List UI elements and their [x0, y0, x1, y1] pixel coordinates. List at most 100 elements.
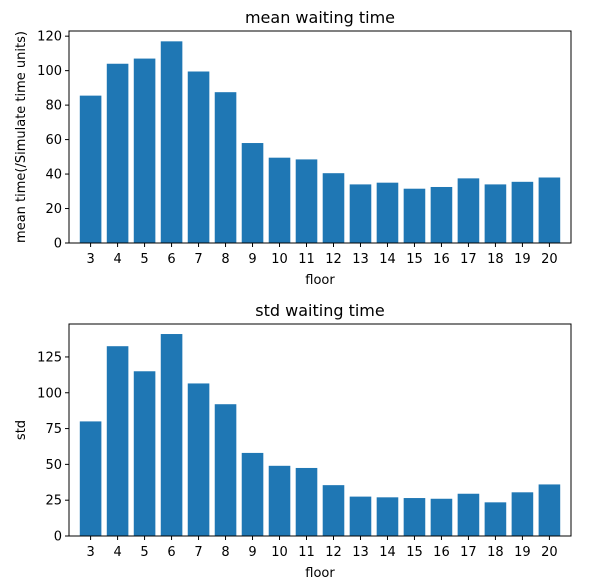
y-tick-label: 100 — [37, 64, 62, 79]
x-tick-label: 17 — [460, 252, 477, 267]
bars — [79, 334, 561, 536]
x-tick-label: 6 — [167, 545, 175, 560]
x-tick-label: 7 — [194, 252, 202, 267]
mean-waiting-chart: mean waiting time floor mean time(/Simul… — [14, 8, 572, 288]
plot-frame — [68, 323, 572, 537]
bar — [79, 421, 102, 536]
y-tick-label: 100 — [37, 386, 62, 401]
x-ticks: 3 4 5 6 7 8 9 10 11 12 13 14 15 16 17 18 19 20 — [86, 243, 558, 267]
x-tick-label: 17 — [460, 545, 477, 560]
x-tick-label: 20 — [541, 545, 558, 560]
x-tick-label: 19 — [514, 252, 531, 267]
x-tick-label: 18 — [487, 545, 504, 560]
x-tick-label: 15 — [406, 252, 423, 267]
x-tick-label: 12 — [325, 545, 342, 560]
x-ticks: 3 4 5 6 7 8 9 10 11 12 13 14 15 16 17 18 19 20 — [86, 536, 558, 560]
x-tick-label: 13 — [352, 252, 369, 267]
x-tick-label: 19 — [514, 545, 531, 560]
x-tick-label: 14 — [379, 545, 396, 560]
y-tick-label: 0 — [54, 530, 62, 545]
y-tick-label: 120 — [37, 30, 62, 45]
bar — [430, 186, 453, 243]
x-tick-label: 6 — [167, 252, 175, 267]
x-tick-label: 11 — [298, 545, 315, 560]
y-tick-label: 20 — [45, 202, 62, 217]
bars — [79, 41, 561, 244]
x-axis-label: floor — [305, 273, 335, 288]
bar — [430, 498, 453, 536]
bar — [187, 383, 210, 536]
bar — [106, 346, 129, 536]
x-tick-label: 4 — [113, 252, 121, 267]
bar — [133, 58, 156, 243]
x-tick-label: 8 — [221, 545, 229, 560]
x-axis-label: floor — [305, 566, 335, 581]
y-tick-label: 80 — [45, 99, 62, 114]
bar — [349, 184, 372, 243]
x-tick-label: 5 — [140, 252, 148, 267]
bar — [268, 465, 291, 536]
plot-frame — [68, 30, 572, 244]
bar — [106, 63, 129, 243]
bar — [538, 177, 561, 243]
bar — [484, 184, 507, 243]
x-tick-label: 16 — [433, 252, 450, 267]
bar — [160, 41, 183, 244]
x-tick-label: 14 — [379, 252, 396, 267]
bar — [133, 371, 156, 536]
x-tick-label: 7 — [194, 545, 202, 560]
y-tick-label: 0 — [54, 237, 62, 252]
bar — [511, 181, 534, 243]
bar — [295, 159, 318, 243]
bar — [79, 95, 102, 243]
x-tick-label: 3 — [86, 252, 94, 267]
x-tick-label: 10 — [271, 545, 288, 560]
chart-title: std waiting time — [255, 301, 384, 320]
bar — [484, 502, 507, 536]
x-tick-label: 8 — [221, 252, 229, 267]
bar — [322, 485, 345, 536]
bar — [403, 498, 426, 536]
y-ticks: 0 25 50 75 100 125 — [37, 350, 69, 545]
x-tick-label: 13 — [352, 545, 369, 560]
y-axis-label: std — [14, 420, 29, 440]
x-tick-label: 4 — [113, 545, 121, 560]
bar — [187, 71, 210, 244]
y-tick-label: 40 — [45, 168, 62, 183]
x-tick-label: 9 — [248, 545, 256, 560]
y-axis-label: mean time(/Simulate time units) — [14, 31, 29, 243]
bar — [268, 157, 291, 243]
y-tick-label: 25 — [45, 494, 62, 509]
x-tick-label: 10 — [271, 252, 288, 267]
bar — [295, 467, 318, 536]
x-tick-label: 11 — [298, 252, 315, 267]
x-tick-label: 9 — [248, 252, 256, 267]
y-tick-label: 75 — [45, 422, 62, 437]
bar — [214, 404, 237, 536]
x-tick-label: 20 — [541, 252, 558, 267]
x-tick-label: 5 — [140, 545, 148, 560]
y-tick-label: 50 — [45, 458, 62, 473]
bar — [457, 178, 480, 243]
bar — [511, 492, 534, 536]
bar — [538, 484, 561, 536]
bar — [214, 92, 237, 244]
x-tick-label: 12 — [325, 252, 342, 267]
bar — [376, 182, 399, 243]
y-tick-label: 125 — [37, 350, 62, 365]
y-tick-label: 60 — [45, 133, 62, 148]
bar — [403, 188, 426, 243]
x-tick-label: 16 — [433, 545, 450, 560]
x-tick-label: 3 — [86, 545, 94, 560]
bar — [160, 334, 183, 536]
chart-title: mean waiting time — [245, 8, 395, 27]
x-tick-label: 18 — [487, 252, 504, 267]
bar — [322, 173, 345, 243]
bar — [457, 493, 480, 536]
bar — [349, 496, 372, 536]
x-tick-label: 15 — [406, 545, 423, 560]
y-ticks: 0 20 40 60 80 100 120 — [37, 30, 69, 252]
bar — [241, 143, 264, 243]
bar — [241, 452, 264, 536]
